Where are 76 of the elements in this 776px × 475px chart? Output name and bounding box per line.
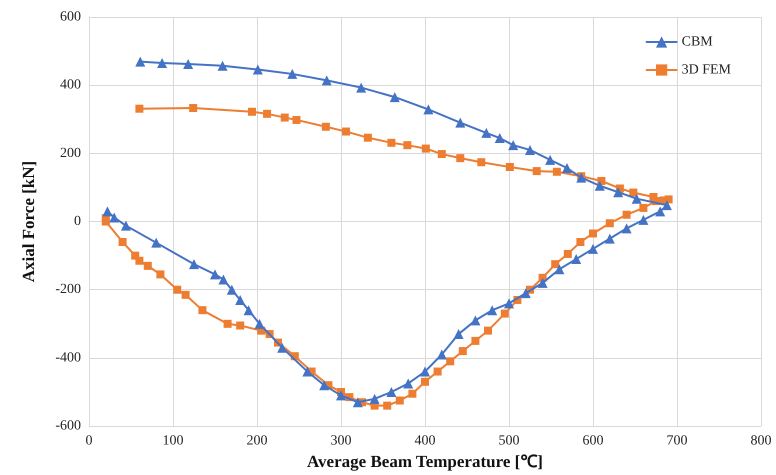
point — [226, 284, 237, 295]
point — [420, 366, 430, 377]
y-tick-label: -400 — [55, 350, 81, 366]
point — [576, 172, 586, 183]
point — [356, 82, 366, 93]
point — [218, 60, 228, 71]
point — [235, 294, 246, 305]
point — [571, 254, 582, 264]
point — [322, 75, 332, 86]
point — [277, 342, 288, 353]
point — [494, 133, 505, 144]
point — [403, 378, 414, 388]
point — [470, 315, 480, 326]
point — [622, 223, 632, 234]
point — [386, 387, 396, 398]
point — [545, 154, 556, 165]
point — [302, 366, 312, 377]
point — [525, 144, 535, 155]
x-tick-label: 300 — [330, 434, 352, 449]
point — [218, 274, 228, 285]
point — [319, 380, 330, 390]
point — [594, 180, 605, 191]
legend-label: CBM — [682, 34, 714, 50]
point — [390, 92, 400, 102]
point — [588, 244, 598, 254]
point — [504, 298, 514, 308]
point — [508, 140, 518, 150]
point — [210, 269, 220, 280]
point — [109, 212, 120, 222]
x-tick-label: 0 — [86, 434, 92, 449]
y-axis-title: Axial Force [kN] — [19, 160, 38, 282]
x-tick-label: 100 — [162, 434, 184, 449]
y-tick-label: 600 — [60, 10, 81, 24]
point — [613, 187, 624, 198]
point — [252, 64, 263, 74]
point — [183, 59, 194, 70]
point — [436, 350, 447, 360]
x-tick-label: 700 — [666, 434, 688, 449]
point — [189, 259, 199, 270]
point — [454, 329, 464, 340]
point — [102, 206, 112, 216]
point — [562, 163, 572, 174]
point — [538, 278, 548, 288]
point — [151, 238, 162, 248]
y-tick-label: -600 — [55, 418, 81, 434]
point — [638, 214, 648, 225]
point — [423, 104, 434, 114]
x-tick-label: 400 — [414, 434, 436, 449]
point — [370, 394, 380, 404]
point — [481, 128, 492, 138]
point — [287, 68, 298, 79]
point — [455, 118, 466, 128]
y-tick-label: -200 — [55, 282, 81, 298]
point — [662, 200, 672, 210]
point — [520, 288, 531, 298]
point — [632, 194, 642, 204]
point — [244, 305, 254, 316]
point — [157, 58, 168, 68]
point — [120, 220, 131, 231]
x-tick-label: 200 — [246, 434, 268, 449]
x-tick-label: 500 — [498, 434, 520, 449]
x-tick-label: 600 — [582, 434, 604, 449]
point — [554, 264, 564, 274]
point — [135, 56, 146, 67]
y-tick-label: 400 — [60, 78, 81, 93]
legend-label: 3D FEM — [682, 62, 732, 78]
point — [604, 234, 615, 244]
x-tick-label: 800 — [750, 434, 772, 449]
point — [487, 305, 498, 316]
point — [254, 318, 265, 329]
y-tick-label: 0 — [74, 214, 81, 230]
point — [655, 206, 666, 216]
point — [352, 397, 363, 408]
point — [336, 390, 346, 400]
y-tick-label: 200 — [60, 146, 81, 161]
x-axis-title: Average Beam Temperature [℃] — [307, 452, 543, 471]
